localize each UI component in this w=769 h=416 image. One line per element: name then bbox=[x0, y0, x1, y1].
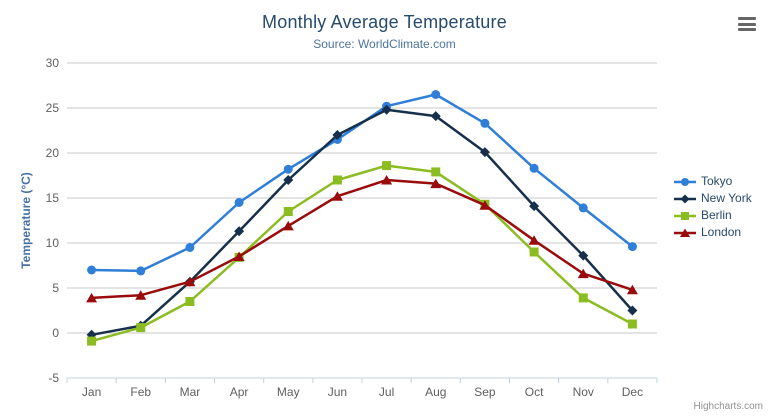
legend-label: London bbox=[701, 224, 742, 239]
data-point-marker[interactable] bbox=[283, 175, 294, 185]
x-tick-label: May bbox=[277, 385, 300, 399]
data-point-marker[interactable] bbox=[480, 118, 490, 128]
series-london[interactable] bbox=[86, 175, 638, 303]
data-point-marker[interactable] bbox=[529, 247, 539, 257]
data-point-marker[interactable] bbox=[86, 292, 98, 303]
chart-subtitle: Source: WorldClimate.com bbox=[313, 37, 456, 51]
data-point-marker[interactable] bbox=[381, 104, 392, 115]
chart-title: Monthly Average Temperature bbox=[262, 12, 507, 32]
y-axis-title: Temperature (°C) bbox=[19, 172, 33, 269]
data-point-marker[interactable] bbox=[136, 323, 146, 333]
hamburger-bar bbox=[738, 28, 756, 31]
data-point-marker[interactable] bbox=[479, 147, 490, 158]
x-tick-label: Jun bbox=[328, 385, 347, 399]
data-point-marker[interactable] bbox=[136, 266, 146, 276]
data-point-marker[interactable] bbox=[431, 167, 441, 177]
data-point-marker[interactable] bbox=[578, 250, 589, 261]
y-tick-label: 20 bbox=[46, 146, 60, 160]
hamburger-bar bbox=[738, 22, 756, 26]
data-point-marker[interactable] bbox=[233, 251, 245, 262]
y-tick-label: 15 bbox=[46, 191, 60, 205]
data-point-marker[interactable] bbox=[234, 198, 244, 207]
credits-link[interactable]: Highcharts.com bbox=[693, 401, 763, 412]
x-tick-label: Apr bbox=[230, 385, 249, 399]
y-tick-label: -5 bbox=[48, 371, 59, 385]
legend-item-london[interactable]: London bbox=[674, 224, 752, 239]
data-point-marker[interactable] bbox=[185, 297, 195, 306]
y-tick-label: 30 bbox=[46, 56, 60, 70]
series-line bbox=[91, 178, 633, 300]
circle-legend-icon bbox=[674, 175, 696, 187]
legend-label: Berlin bbox=[701, 207, 732, 222]
y-tick-label: 10 bbox=[46, 236, 60, 250]
data-point-marker[interactable] bbox=[184, 276, 196, 287]
legend: Tokyo New York Berlin London bbox=[674, 173, 752, 239]
x-tick-label: Oct bbox=[525, 385, 544, 399]
data-point-marker[interactable] bbox=[577, 268, 589, 279]
data-point-marker[interactable] bbox=[627, 242, 637, 252]
square-legend-icon bbox=[674, 209, 696, 221]
x-tick-label: Sep bbox=[474, 385, 496, 399]
data-point-marker[interactable] bbox=[135, 290, 147, 300]
data-point-marker[interactable] bbox=[578, 293, 588, 303]
x-tick-label: Mar bbox=[180, 385, 201, 399]
data-point-marker[interactable] bbox=[282, 220, 294, 231]
legend-label: Tokyo bbox=[701, 173, 733, 188]
y-tick-label: 25 bbox=[46, 101, 60, 115]
data-point-marker[interactable] bbox=[431, 90, 441, 99]
data-point-marker[interactable] bbox=[381, 175, 393, 185]
x-tick-label: Aug bbox=[425, 385, 446, 399]
data-point-marker[interactable] bbox=[479, 200, 491, 210]
series-line bbox=[91, 108, 634, 337]
y-tick-label: 5 bbox=[52, 281, 59, 295]
data-point-marker[interactable] bbox=[578, 203, 588, 213]
legend-item-berlin[interactable]: Berlin bbox=[674, 207, 752, 222]
x-tick-label: Feb bbox=[130, 385, 151, 399]
x-tick-label: Jan bbox=[82, 385, 101, 399]
triangle-legend-icon bbox=[674, 226, 696, 238]
series-new-york[interactable] bbox=[86, 104, 638, 340]
series-line bbox=[91, 93, 634, 273]
series-line bbox=[91, 164, 634, 343]
data-point-marker[interactable] bbox=[528, 235, 540, 245]
x-tick-label: Jul bbox=[379, 385, 394, 399]
data-point-marker[interactable] bbox=[529, 201, 540, 212]
data-point-marker[interactable] bbox=[332, 130, 343, 140]
x-tick-label: Nov bbox=[573, 385, 594, 399]
data-point-marker[interactable] bbox=[234, 226, 245, 237]
data-point-marker[interactable] bbox=[382, 161, 392, 171]
data-point-marker[interactable] bbox=[283, 164, 293, 174]
data-point-marker[interactable] bbox=[627, 305, 638, 316]
data-point-marker[interactable] bbox=[87, 336, 97, 346]
data-point-marker[interactable] bbox=[332, 175, 342, 185]
data-point-marker[interactable] bbox=[529, 163, 539, 173]
data-point-marker[interactable] bbox=[626, 284, 638, 295]
series-tokyo[interactable] bbox=[87, 90, 637, 276]
data-point-marker[interactable] bbox=[331, 191, 343, 201]
legend-label: New York bbox=[701, 190, 752, 205]
data-point-marker[interactable] bbox=[185, 243, 195, 252]
hamburger-bar bbox=[738, 17, 756, 20]
legend-item-new-york[interactable]: New York bbox=[674, 190, 752, 205]
data-point-marker[interactable] bbox=[430, 178, 442, 189]
data-point-marker[interactable] bbox=[627, 319, 637, 329]
x-tick-label: Dec bbox=[622, 385, 643, 399]
legend-item-tokyo[interactable]: Tokyo bbox=[674, 173, 752, 188]
data-point-marker[interactable] bbox=[87, 265, 97, 275]
data-point-marker[interactable] bbox=[283, 207, 293, 216]
diamond-legend-icon bbox=[674, 192, 696, 204]
data-point-marker[interactable] bbox=[430, 111, 441, 122]
y-tick-label: 0 bbox=[52, 326, 59, 340]
export-menu-icon[interactable] bbox=[738, 17, 756, 31]
